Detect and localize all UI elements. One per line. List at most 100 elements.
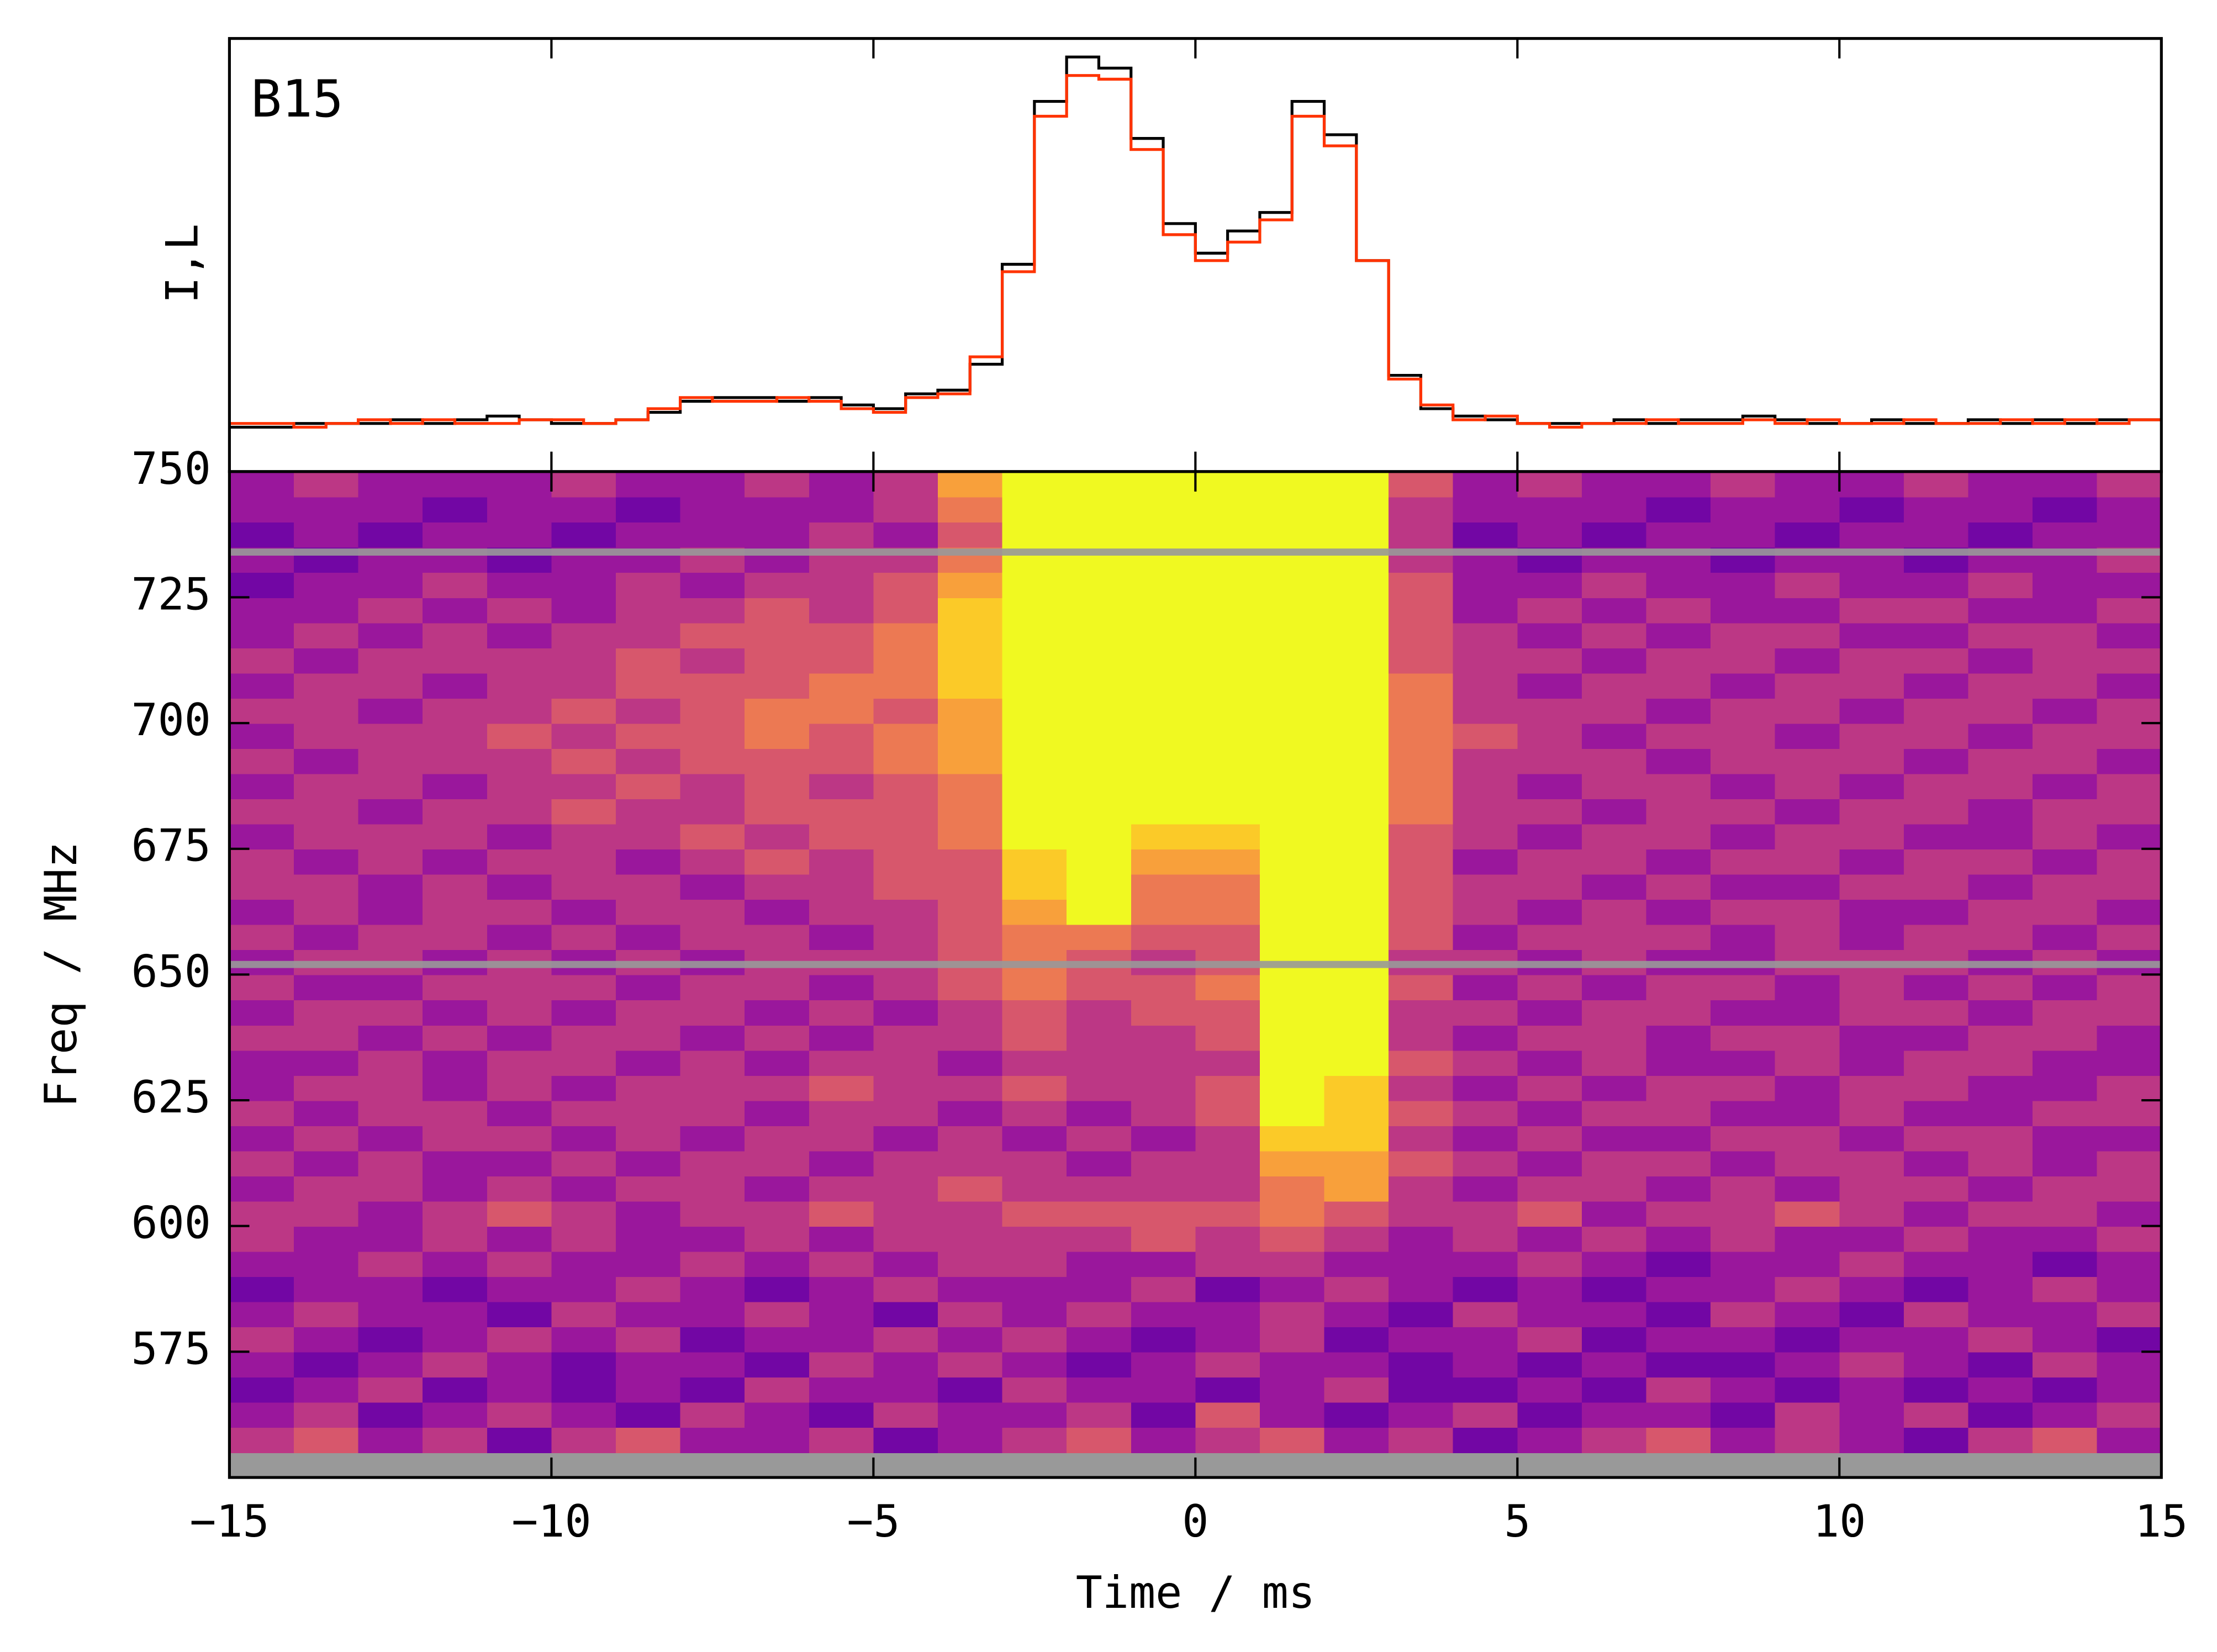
cell — [1259, 1150, 1325, 1176]
cell — [1968, 1276, 2034, 1302]
cell — [1389, 974, 1454, 1001]
cell — [1131, 1352, 1196, 1378]
cell — [551, 698, 617, 724]
cell — [1195, 999, 1261, 1026]
cell — [358, 798, 424, 825]
cell — [294, 974, 359, 1001]
cell — [745, 798, 810, 825]
cell — [1389, 1251, 1454, 1278]
cell — [615, 1175, 681, 1202]
cell — [1324, 999, 1390, 1026]
cell — [423, 974, 488, 1001]
cell — [1259, 647, 1325, 674]
cell — [1002, 471, 1068, 498]
cell — [680, 1150, 746, 1176]
cell — [809, 471, 874, 498]
y-tick-label: 575 — [131, 1323, 210, 1374]
cell — [1324, 1125, 1390, 1152]
cell — [1453, 1402, 1518, 1428]
cell — [2097, 572, 2162, 598]
cell — [1195, 1226, 1261, 1252]
y-tick-label: 750 — [131, 443, 210, 494]
cell — [1711, 1025, 1776, 1051]
cell — [1711, 1301, 1776, 1328]
cell — [1389, 1100, 1454, 1126]
cell — [358, 597, 424, 624]
cell — [1968, 1402, 2034, 1428]
cell — [423, 1150, 488, 1176]
cell — [2033, 1100, 2098, 1126]
cell — [1453, 1376, 1518, 1403]
cell — [1195, 1452, 1261, 1479]
cell — [423, 1402, 488, 1428]
cell — [745, 622, 810, 648]
cell — [1002, 798, 1068, 825]
cell — [615, 1276, 681, 1302]
cell — [358, 748, 424, 774]
cell — [745, 1376, 810, 1403]
cell — [1517, 748, 1583, 774]
cell — [745, 974, 810, 1001]
cell — [1903, 1201, 1969, 1227]
cell — [1903, 597, 1969, 624]
cell — [1517, 1226, 1583, 1252]
cell — [1903, 622, 1969, 648]
cell — [487, 924, 552, 951]
cell — [1195, 597, 1261, 624]
cell — [1067, 1402, 1132, 1428]
cell — [423, 471, 488, 498]
cell — [229, 673, 295, 699]
cell — [809, 622, 874, 648]
cell — [809, 824, 874, 850]
cell — [1646, 622, 1712, 648]
cell — [487, 471, 552, 498]
cell — [1517, 798, 1583, 825]
cell — [294, 622, 359, 648]
cell — [1711, 999, 1776, 1026]
cell — [1839, 1301, 1905, 1328]
cell — [1517, 1352, 1583, 1378]
cell — [615, 597, 681, 624]
cell — [615, 1251, 681, 1278]
cell — [423, 924, 488, 951]
cell — [873, 1075, 939, 1101]
cell — [1195, 1025, 1261, 1051]
cell — [1002, 622, 1068, 648]
cell — [745, 521, 810, 548]
cell — [680, 521, 746, 548]
cell — [680, 1376, 746, 1403]
cell — [1324, 1376, 1390, 1403]
cell — [1646, 824, 1712, 850]
cell — [1453, 1226, 1518, 1252]
cell — [615, 572, 681, 598]
cell — [1968, 597, 2034, 624]
cell — [551, 673, 617, 699]
cell — [1195, 1100, 1261, 1126]
cell — [1711, 798, 1776, 825]
cell — [1839, 773, 1905, 800]
cell — [2097, 1452, 2162, 1479]
cell — [1067, 572, 1132, 598]
cell — [551, 597, 617, 624]
cell — [745, 1452, 810, 1479]
cell — [1517, 698, 1583, 724]
cell — [2097, 748, 2162, 774]
cell — [487, 622, 552, 648]
cell — [1968, 1452, 2034, 1479]
cell — [1517, 1326, 1583, 1353]
cell — [229, 748, 295, 774]
cell — [1259, 1402, 1325, 1428]
cell — [873, 798, 939, 825]
cell — [487, 1175, 552, 1202]
cell — [1131, 798, 1196, 825]
cell — [1903, 698, 1969, 724]
cell — [1131, 471, 1196, 498]
cell — [1581, 1226, 1647, 1252]
cell — [1002, 1125, 1068, 1152]
cell — [358, 1276, 424, 1302]
cell — [1259, 597, 1325, 624]
cell — [423, 798, 488, 825]
cell — [294, 1150, 359, 1176]
cell — [1453, 1201, 1518, 1227]
cell — [615, 723, 681, 749]
